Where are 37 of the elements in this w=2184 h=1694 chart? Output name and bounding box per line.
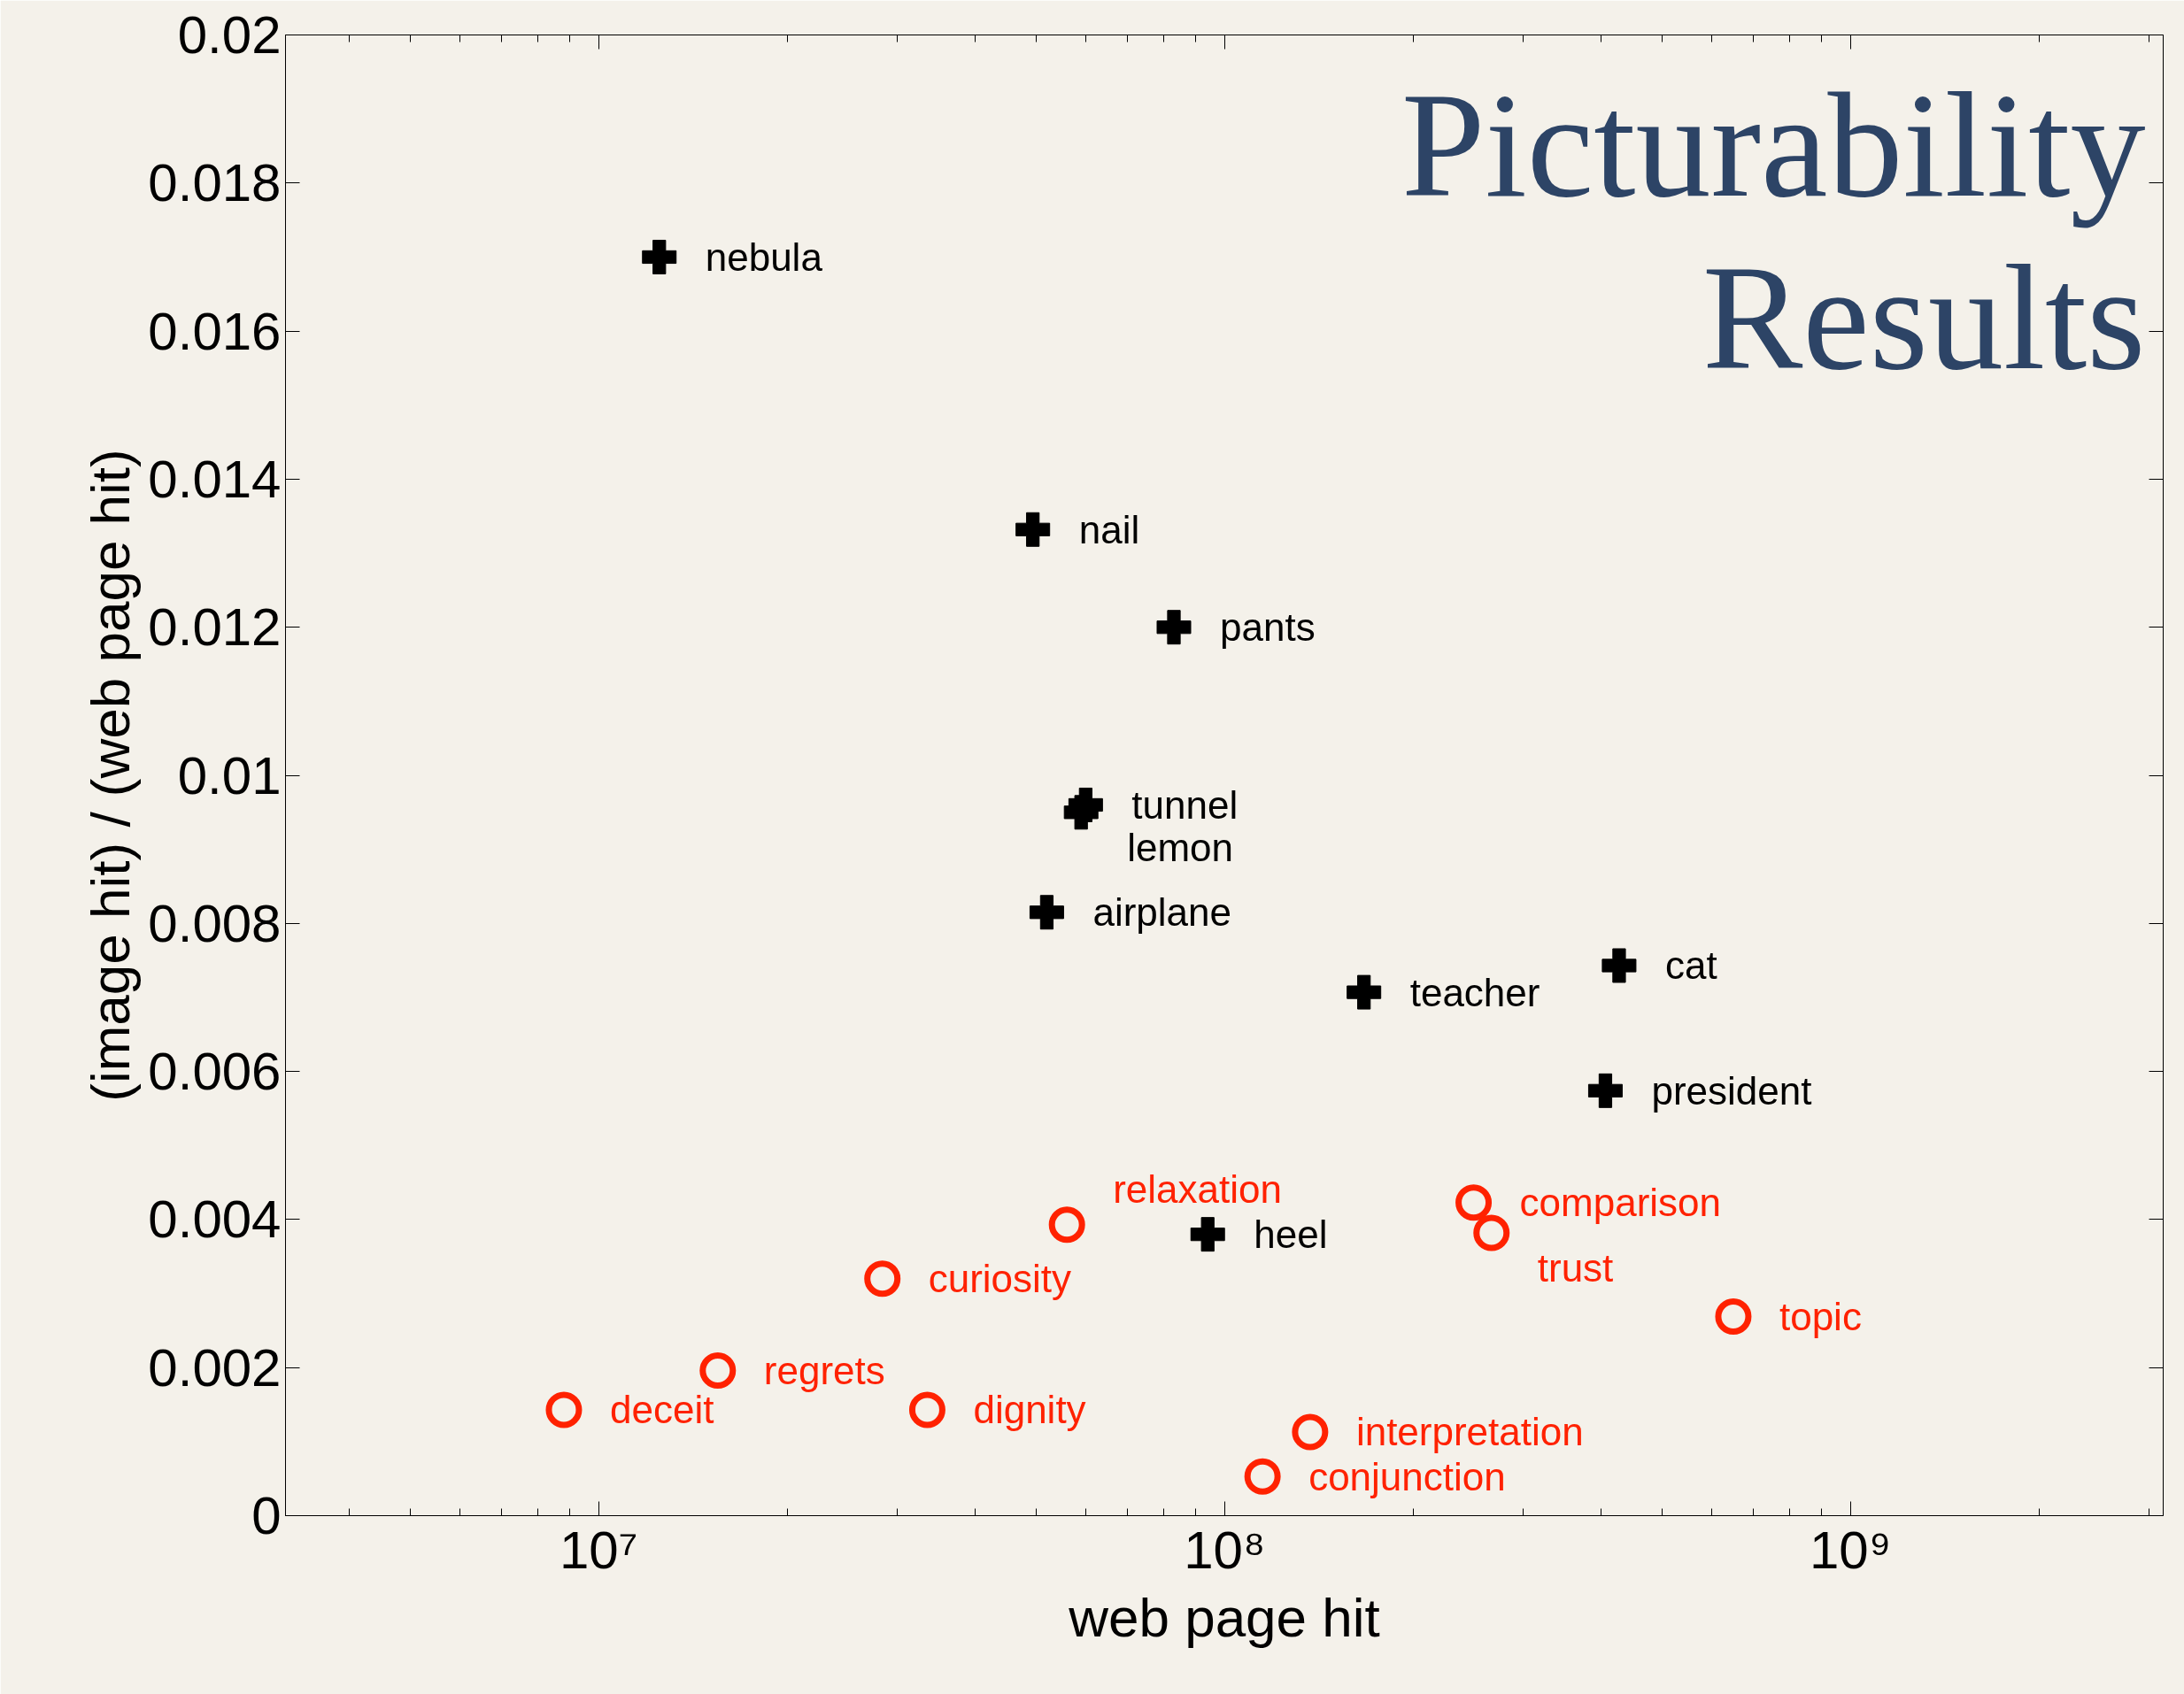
annotation: nail (1078, 507, 1140, 551)
annotation: teacher (1409, 970, 1540, 1014)
y-axis-title: (image hit) / (web page hit) (80, 449, 142, 1102)
annotation: nebula (705, 235, 823, 279)
x-tick-label: 10⁹ (1810, 1520, 1892, 1580)
annotation: tunnel (1131, 782, 1239, 827)
y-tick-label: 0.02 (177, 5, 282, 65)
y-tick-label: 0.004 (148, 1190, 282, 1250)
annotation: cat (1664, 943, 1717, 988)
y-tick-label: 0.018 (148, 153, 282, 213)
y-tick-label: 0.016 (148, 301, 282, 361)
text: Picturability Results (1401, 61, 2146, 401)
y-tick-label: 0.006 (148, 1042, 282, 1102)
y-tick-label: 0.008 (148, 893, 282, 953)
annotation: curiosity (928, 1257, 1072, 1301)
annotation: president (1651, 1068, 1812, 1113)
annotation: comparison (1519, 1181, 1721, 1225)
y-tick-label: 0 (251, 1486, 282, 1545)
y-tick-label: 0.014 (148, 449, 282, 509)
annotation: regrets (763, 1349, 885, 1393)
annotation: dignity (973, 1388, 1086, 1432)
y-tick-label: 0.012 (148, 597, 282, 658)
x-axis-title: web page hit (1068, 1586, 1380, 1648)
annotation: conjunction (1308, 1454, 1506, 1498)
annotation: airplane (1092, 890, 1231, 935)
annotation: deceit (609, 1388, 714, 1432)
annotation: relaxation (1113, 1167, 1282, 1212)
annotation: trust (1537, 1246, 1614, 1290)
y-tick-label: 0.002 (148, 1337, 282, 1398)
annotation: interpretation (1355, 1410, 1584, 1454)
annotation: pants (1220, 605, 1316, 650)
y-tick-label: 0.01 (177, 745, 282, 805)
annotation: heel (1254, 1213, 1328, 1257)
x-tick-label: 10⁸ (1184, 1520, 1266, 1580)
annotation: lemon (1127, 826, 1234, 870)
x-tick-label: 10⁷ (560, 1520, 638, 1580)
annotation: topic (1779, 1294, 1862, 1338)
